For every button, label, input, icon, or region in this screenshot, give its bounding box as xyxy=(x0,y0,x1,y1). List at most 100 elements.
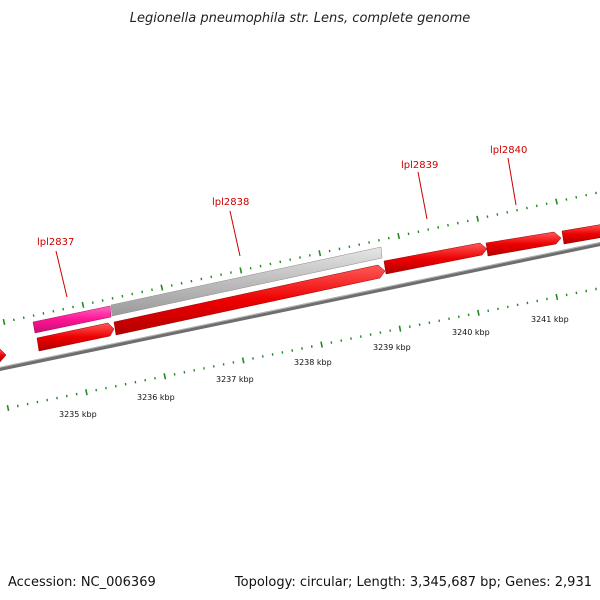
gene-label-lpl2840: lpl2840 xyxy=(490,145,527,156)
minor-tick xyxy=(437,226,440,229)
minor-tick xyxy=(259,264,262,268)
scale-label: 3239 kbp xyxy=(373,343,411,352)
minor-tick xyxy=(279,260,282,264)
gene-lpl2837-highlight xyxy=(32,305,112,334)
minor-tick xyxy=(22,316,25,320)
accession-label: Accession: NC_006369 xyxy=(8,575,156,590)
leader-line-lpl2840 xyxy=(507,157,517,206)
minor-tick xyxy=(378,238,380,242)
minor-tick xyxy=(32,314,35,317)
minor-tick xyxy=(417,230,420,234)
major-tick xyxy=(477,309,480,316)
leader-line-lpl2837 xyxy=(55,250,68,298)
minor-tick xyxy=(52,309,55,313)
minor-tick xyxy=(121,294,124,298)
major-tick xyxy=(397,232,401,240)
minor-tick xyxy=(170,284,173,287)
minor-tick xyxy=(466,219,469,223)
leader-line-lpl2839 xyxy=(417,171,428,220)
gene-label-lpl2839: lpl2839 xyxy=(401,160,438,171)
minor-tick xyxy=(387,236,390,240)
cds-arrow-lpl2840 xyxy=(485,231,562,257)
minor-tick xyxy=(427,228,430,231)
minor-tick xyxy=(496,213,499,216)
minor-tick xyxy=(565,198,568,201)
major-tick xyxy=(160,284,164,291)
major-tick xyxy=(241,357,245,364)
minor-tick xyxy=(269,262,272,266)
minor-tick xyxy=(447,223,449,227)
minor-tick xyxy=(348,245,351,249)
minor-tick xyxy=(328,249,331,253)
minor-tick xyxy=(210,275,213,279)
minor-tick xyxy=(230,271,232,274)
gene-label-lpl2837: lpl2837 xyxy=(37,237,74,248)
minor-tick xyxy=(299,256,301,259)
gene-label-lpl2838: lpl2838 xyxy=(212,197,249,208)
minor-tick xyxy=(545,202,548,206)
major-tick xyxy=(239,267,243,274)
minor-tick xyxy=(338,247,341,251)
major-tick xyxy=(2,318,6,326)
major-tick xyxy=(81,301,85,308)
scale-labels: 3235 kbp 3236 kbp 3237 kbp 3238 kbp 3239… xyxy=(59,315,569,419)
cds-arrow-lpl2839 xyxy=(383,242,488,275)
minor-tick xyxy=(190,279,193,283)
major-tick xyxy=(320,341,323,348)
minor-tick xyxy=(101,299,104,302)
cds-arrow-lpl2837 xyxy=(36,322,115,352)
cds-arrow-lpl2838 xyxy=(113,264,386,336)
minor-tick xyxy=(12,318,15,322)
minor-tick xyxy=(308,254,311,257)
minor-tick xyxy=(62,307,65,311)
major-tick xyxy=(318,250,322,257)
minor-tick xyxy=(506,211,509,214)
gene-lpl2838-feature xyxy=(110,246,383,317)
major-tick xyxy=(6,404,10,412)
minor-tick xyxy=(200,277,203,281)
inner-tick-track xyxy=(6,287,597,412)
scale-label: 3235 kbp xyxy=(59,410,97,419)
cds-arrow-left-edge xyxy=(0,348,7,363)
minor-tick xyxy=(141,290,144,294)
major-tick xyxy=(163,373,167,380)
minor-tick xyxy=(595,191,597,195)
minor-tick xyxy=(526,206,528,210)
gene-label-leaders xyxy=(55,157,517,298)
scale-label: 3238 kbp xyxy=(294,358,332,367)
minor-tick xyxy=(368,241,370,244)
major-tick xyxy=(85,389,88,396)
minor-tick xyxy=(516,208,518,212)
minor-tick xyxy=(180,281,183,285)
minor-tick xyxy=(72,305,74,309)
map-title: Legionella pneumophila str. Lens, comple… xyxy=(130,11,471,26)
cds-track xyxy=(0,224,600,363)
minor-tick xyxy=(131,292,134,296)
minor-tick xyxy=(151,288,153,292)
major-tick xyxy=(476,215,479,222)
outer-tick-track xyxy=(2,191,597,326)
minor-tick xyxy=(407,232,410,236)
minor-tick xyxy=(111,297,114,300)
scale-label: 3236 kbp xyxy=(137,393,175,402)
minor-tick xyxy=(249,266,252,270)
cds-arrow-right-edge xyxy=(561,224,600,245)
scale-label: 3237 kbp xyxy=(216,375,254,384)
gene-track xyxy=(32,246,383,334)
minor-tick xyxy=(42,312,45,315)
major-tick xyxy=(555,198,558,205)
minor-tick xyxy=(585,193,588,197)
minor-tick xyxy=(456,221,459,225)
minor-tick xyxy=(535,204,538,208)
minor-tick xyxy=(289,258,292,261)
major-tick xyxy=(555,293,559,301)
minor-tick xyxy=(91,301,94,304)
leader-line-lpl2838 xyxy=(229,210,241,257)
backbone-line xyxy=(0,242,600,371)
minor-tick xyxy=(220,273,222,277)
minor-tick xyxy=(575,195,578,199)
genome-summary: Topology: circular; Length: 3,345,687 bp… xyxy=(234,575,592,590)
scale-label: 3240 kbp xyxy=(452,328,490,337)
minor-tick xyxy=(358,243,361,246)
